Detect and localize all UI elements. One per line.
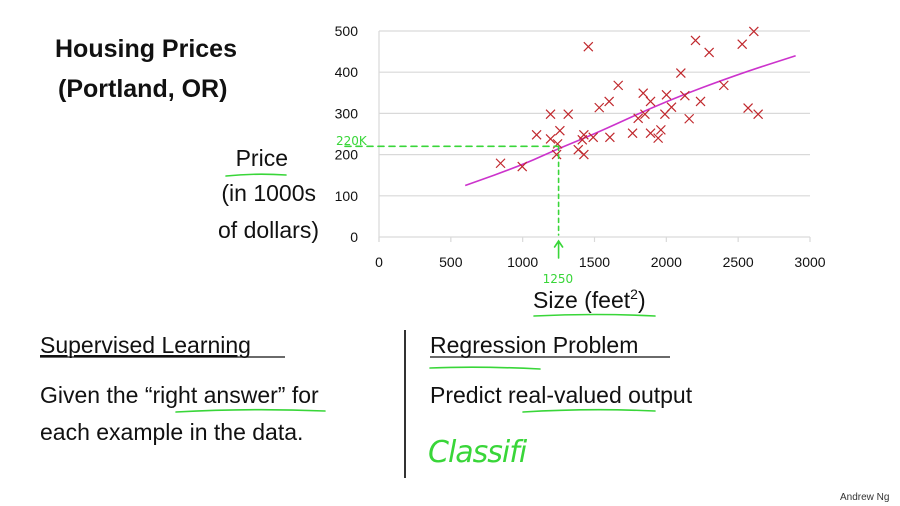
regression-underline: [429, 366, 541, 370]
y-tick-label: 500: [335, 23, 359, 39]
regression-description: Predict real-valued output: [430, 382, 693, 408]
data-point: [675, 68, 686, 78]
slide-title-line2: (Portland, OR): [58, 75, 227, 103]
data-point: [583, 41, 594, 52]
x-tick-label: 1000: [507, 254, 538, 270]
data-point: [661, 89, 672, 100]
data-point: [645, 96, 656, 107]
x-tick-label: 1500: [579, 254, 610, 270]
supervised-learning-heading: Supervised Learning: [40, 332, 251, 358]
data-point: [690, 35, 701, 46]
price-underline: [225, 173, 287, 177]
data-point: [679, 90, 690, 101]
data-point: [640, 109, 650, 120]
data-point: [545, 134, 556, 144]
data-point: [578, 129, 589, 140]
data-point: [563, 109, 574, 120]
author-credit: Andrew Ng: [840, 492, 889, 503]
data-point: [604, 132, 615, 143]
y-axis-label-line3: of dollars): [218, 217, 319, 243]
data-point: [588, 132, 599, 143]
data-point: [627, 128, 638, 139]
supervised-description-line2: each example in the data.: [40, 419, 303, 445]
data-point: [594, 102, 605, 113]
data-point: [638, 88, 649, 99]
data-point: [545, 109, 556, 120]
data-point: [753, 109, 764, 120]
size-readout: 1250: [543, 272, 574, 286]
y-axis-label-line1: Price: [236, 145, 288, 171]
y-tick-label: 400: [335, 64, 359, 80]
size-underline: [533, 313, 656, 317]
y-axis-label-line2: (in 1000s: [221, 180, 316, 206]
right-answer-underline: [175, 408, 326, 413]
data-point: [554, 125, 565, 136]
data-point: [748, 26, 759, 37]
y-tick-label: 100: [335, 188, 359, 204]
y-tick-label: 200: [335, 147, 359, 163]
data-point: [704, 47, 715, 58]
data-point: [578, 149, 589, 160]
data-point: [531, 129, 542, 140]
data-point: [517, 161, 528, 172]
data-point: [684, 113, 695, 124]
data-point: [743, 103, 754, 113]
data-point: [718, 80, 729, 91]
arrow-up-icon: [553, 239, 564, 259]
data-point: [495, 158, 506, 169]
data-point: [551, 149, 562, 160]
data-point: [666, 102, 677, 113]
x-tick-label: 0: [375, 254, 383, 270]
regression-problem-heading: Regression Problem: [430, 332, 638, 358]
y-tick-label: 0: [350, 229, 358, 245]
slide-title-line1: Housing Prices: [55, 35, 237, 63]
scatter-plot: 0 100 200 300 400 500 0 500 1000 1500 2000 2500 3000…: [335, 23, 826, 286]
fit-curve: [464, 54, 796, 187]
handwritten-classification-note: Classifi: [428, 435, 528, 470]
y-tick-label: 300: [335, 105, 359, 121]
data-point: [655, 124, 666, 135]
data-point: [645, 128, 656, 139]
data-point: [604, 96, 615, 107]
data-point: [613, 80, 624, 91]
data-point: [695, 96, 706, 107]
x-tick-label: 2500: [723, 254, 754, 270]
data-point: [737, 39, 748, 50]
supervised-description-line1: Given the “right answer” for: [40, 382, 319, 408]
data-point: [633, 113, 644, 124]
real-valued-underline: [522, 408, 656, 413]
price-readout: 220K: [336, 134, 368, 148]
x-tick-label: 2000: [651, 254, 682, 270]
data-point: [653, 133, 664, 144]
x-axis-label: Size (feet2): [533, 286, 646, 313]
x-tick-label: 3000: [794, 254, 825, 270]
x-tick-label: 500: [439, 254, 463, 270]
